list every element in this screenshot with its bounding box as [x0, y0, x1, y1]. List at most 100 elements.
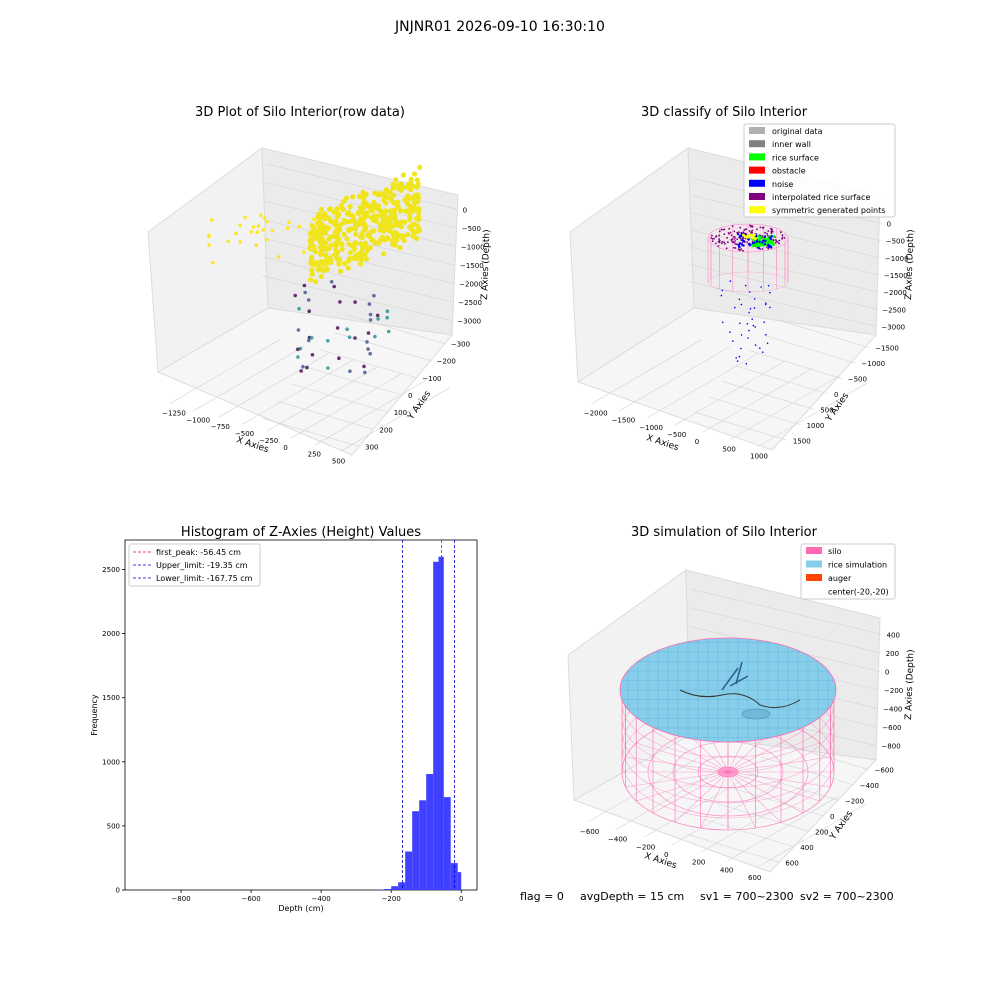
scatter-point [402, 219, 408, 225]
scatter-point [360, 243, 366, 249]
scatter-point [297, 224, 302, 229]
noise-point [748, 311, 750, 314]
scatter-point [324, 266, 331, 272]
scatter-point [355, 222, 361, 228]
scatter-point [311, 225, 317, 231]
noise-point [755, 240, 759, 243]
z-tick-label: −500 [462, 225, 481, 233]
noise-point [736, 233, 740, 236]
y-tick-label: −1500 [875, 345, 899, 353]
noise-point [761, 351, 764, 354]
scatter-point [344, 236, 350, 242]
scatter-point [251, 225, 256, 229]
x-tick-label: −200 [382, 895, 401, 903]
noise-point [737, 244, 740, 247]
axis-ticks: −600−400−2000200400600−600−400−200020040… [580, 631, 903, 882]
rice-point [771, 242, 775, 246]
y-tick-label: 200 [815, 828, 828, 836]
interpolated-point [721, 240, 724, 243]
interpolated-point [734, 243, 737, 245]
classified-points [710, 224, 786, 365]
scatter-point [364, 232, 371, 238]
scatter-point [328, 218, 334, 225]
y-tick-label: −1000 [861, 360, 885, 368]
scatter-point [339, 246, 345, 252]
scatter-point [391, 192, 397, 198]
noise-point [765, 333, 767, 336]
noise-point [753, 307, 756, 309]
interpolated-point [781, 236, 784, 239]
interpolated-point [728, 227, 731, 230]
scatter-point [331, 252, 338, 258]
noise-point [721, 289, 724, 292]
histogram-bar [443, 797, 451, 890]
noise-point [747, 337, 749, 339]
scatter-point [338, 268, 344, 274]
avg-depth-status: avgDepth = 15 cm [580, 890, 684, 903]
z-tick-label: −600 [882, 724, 901, 732]
scatter-point [353, 226, 359, 232]
y-tick-label: −500 [848, 376, 867, 384]
interpolated-point [733, 246, 735, 249]
scatter-point [328, 242, 334, 248]
noise-point [721, 321, 724, 324]
scatter-point [372, 293, 376, 298]
legend-swatch [749, 206, 765, 214]
y-axis-label: Frequency [90, 694, 99, 736]
histogram-bar [391, 886, 399, 890]
legend-swatch [749, 166, 765, 174]
scatter-point [323, 215, 329, 221]
histogram-bar [457, 872, 462, 890]
scatter-point [345, 327, 349, 332]
z-tick-label: −1000 [461, 243, 485, 251]
y-tick-label: 1500 [102, 694, 120, 702]
x-tick-label: 0 [283, 444, 287, 452]
noise-point [746, 322, 749, 325]
scatter-point [359, 231, 365, 237]
legend-label: center(-20,-20) [828, 588, 889, 597]
y-axis-ticks: 0 500 1000 1500 2000 2500 [102, 566, 125, 895]
interpolated-point [718, 238, 720, 241]
interpolated-point [751, 229, 754, 232]
interpolated-point [774, 239, 777, 241]
noise-point [741, 238, 744, 242]
legend: first_peak: -56.45 cm Upper_limit: -19.35… [128, 543, 261, 587]
legend-label: rice simulation [828, 561, 887, 570]
scatter-point [332, 242, 338, 248]
scatter-point [265, 237, 269, 242]
interpolated-point [751, 225, 754, 228]
noise-point [765, 302, 767, 305]
interpolated-point [770, 232, 773, 235]
sv1-status: sv1 = 700~2300 [700, 890, 794, 903]
rice-point [767, 241, 770, 245]
scatter-point [347, 335, 352, 340]
interpolated-point [732, 236, 735, 238]
scatter-point [353, 336, 357, 340]
scatter-point [414, 216, 420, 222]
scatter-point [318, 248, 325, 254]
scatter-point [350, 194, 356, 200]
legend-swatch [806, 574, 822, 581]
interpolated-point [742, 232, 745, 235]
z-tick-label: 0 [463, 206, 467, 214]
scatter-point [375, 191, 381, 197]
interpolated-point [710, 237, 712, 239]
z-tick-label: −1500 [884, 272, 908, 280]
noise-point [764, 303, 767, 306]
x-tick-label: −400 [608, 836, 627, 844]
axis-ticks: −2000−1500−1000−50005001000−1500−1000−50… [584, 221, 909, 461]
interpolated-point [718, 234, 720, 237]
x-tick-label: −2000 [584, 410, 608, 418]
scatter-point [296, 347, 300, 352]
scatter-point [371, 199, 377, 205]
scatter-point [391, 207, 397, 213]
noise-point [749, 291, 751, 293]
interpolated-point [727, 241, 729, 244]
scatter-point [307, 238, 313, 244]
legend-label: Lower_limit: -167.75 cm [156, 574, 253, 583]
scatter-point [209, 218, 214, 222]
scatter-point [364, 210, 370, 216]
interpolated-point [778, 242, 780, 245]
x-tick-label: 200 [692, 859, 705, 867]
